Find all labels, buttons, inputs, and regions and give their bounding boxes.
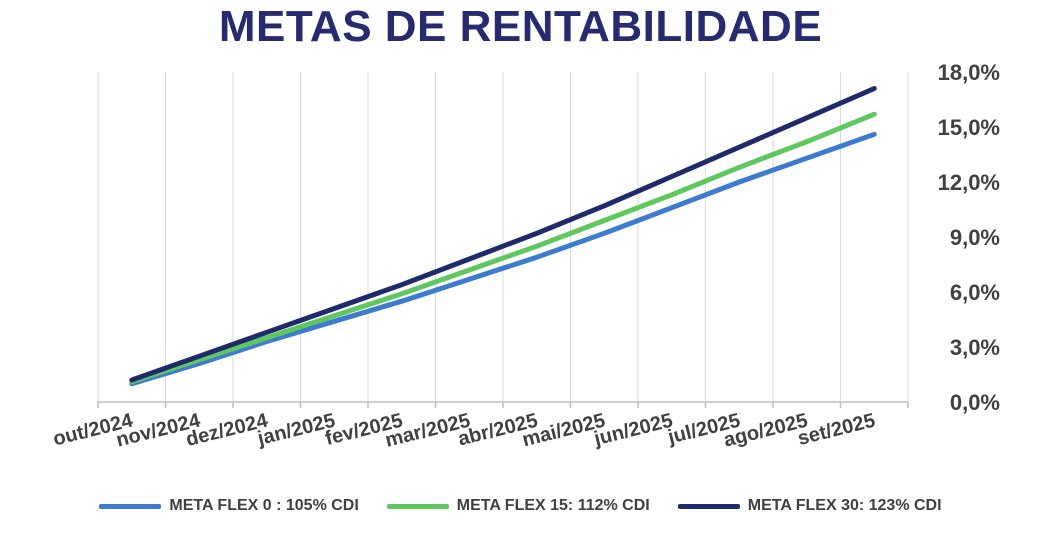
- series-lines: [129, 86, 877, 387]
- legend-swatch: [386, 503, 449, 509]
- legend-label: META FLEX 15: 112% CDI: [456, 497, 650, 514]
- gridlines: [97, 72, 909, 402]
- legend-item: META FLEX 15: 112% CDI: [386, 497, 650, 515]
- y-tick-label: 0,0%: [950, 390, 1000, 415]
- chart-title: METAS DE RENTABILIDADE: [218, 2, 823, 51]
- legend-item: META FLEX 30: 123% CDI: [677, 497, 942, 515]
- x-tick-labels: out/2024nov/2024dez/2024jan/2025fev/2025…: [51, 409, 878, 452]
- legend-item: META FLEX 0 : 105% CDI: [99, 497, 359, 515]
- y-tick-labels: 0,0% 3,0% 6,0% 9,0% 12,0% 15,0% 18,0%: [938, 60, 1000, 415]
- series-line: [129, 86, 877, 383]
- y-tick-label: 15,0%: [938, 115, 1000, 140]
- y-tick-label: 12,0%: [938, 170, 1000, 195]
- legend: META FLEX 0 : 105% CDI META FLEX 15: 112%…: [0, 497, 1041, 515]
- y-tick-label: 18,0%: [938, 60, 1000, 85]
- legend-label: META FLEX 30: 123% CDI: [747, 497, 942, 514]
- y-tick-label: 9,0%: [950, 225, 1000, 250]
- legend-swatch: [99, 503, 162, 509]
- y-tick-label: 6,0%: [950, 280, 1000, 305]
- x-axis: [97, 401, 909, 408]
- legend-swatch: [677, 503, 740, 509]
- line-chart: out/2024nov/2024dez/2024jan/2025fev/2025…: [51, 60, 1000, 452]
- legend-label: META FLEX 0 : 105% CDI: [169, 497, 359, 514]
- series-line: [129, 131, 877, 387]
- x-tick-label: set/2025: [796, 410, 878, 450]
- y-tick-label: 3,0%: [950, 335, 1000, 360]
- series-line: [129, 111, 877, 385]
